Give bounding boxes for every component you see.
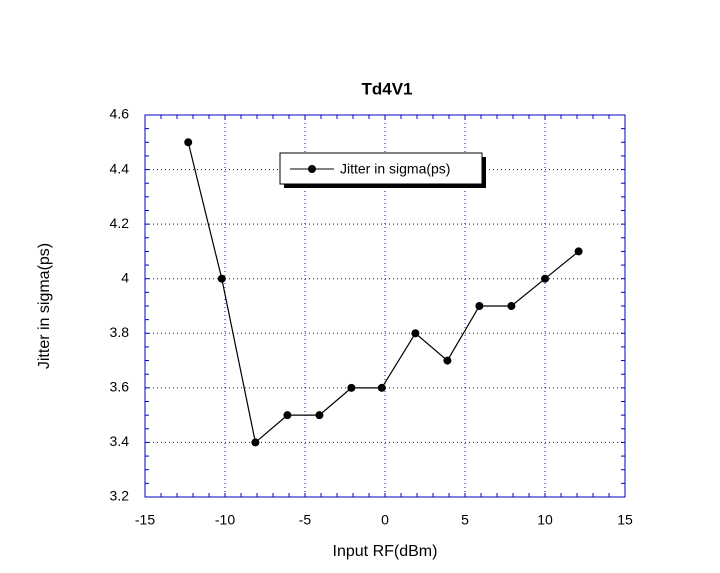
plot-frame — [144, 114, 626, 498]
chart-title: Td4V1 — [361, 79, 412, 98]
x-tick-label: -5 — [299, 512, 312, 528]
data-point — [475, 302, 484, 310]
x-tick-label: 15 — [617, 512, 633, 528]
data-point — [251, 438, 260, 447]
x-tick-label: 5 — [461, 512, 469, 528]
data-point — [443, 356, 452, 365]
data-point — [574, 247, 583, 256]
data-point — [411, 329, 420, 338]
data-point — [217, 274, 226, 283]
legend: Jitter in sigma(ps) — [279, 152, 486, 188]
legend-marker — [308, 165, 316, 173]
y-tick-label: 3.4 — [110, 433, 130, 449]
x-tick-label: 10 — [537, 512, 553, 528]
y-tick-label: 4.4 — [110, 160, 130, 176]
y-tick-label: 3.6 — [110, 379, 130, 395]
data-point — [184, 138, 193, 147]
y-tick-label: 4.6 — [110, 106, 130, 122]
y-axis-label: Jitter in sigma(ps) — [36, 243, 53, 369]
x-axis-label: Input RF(dBm) — [333, 543, 438, 560]
data-point — [541, 274, 549, 283]
data-point — [283, 411, 292, 420]
data-point — [315, 411, 324, 420]
y-tick-label: 4.2 — [110, 215, 130, 231]
x-tick-label: -10 — [215, 512, 235, 528]
data-point — [347, 383, 356, 392]
y-tick-label: 4 — [121, 269, 129, 285]
data-point — [507, 302, 516, 310]
legend-label: Jitter in sigma(ps) — [340, 161, 450, 177]
x-tick-label: 0 — [381, 512, 389, 528]
data-point — [377, 383, 386, 392]
x-tick-label: -15 — [135, 512, 155, 528]
y-tick-label: 3.2 — [110, 488, 130, 504]
y-tick-label: 3.8 — [110, 324, 130, 340]
